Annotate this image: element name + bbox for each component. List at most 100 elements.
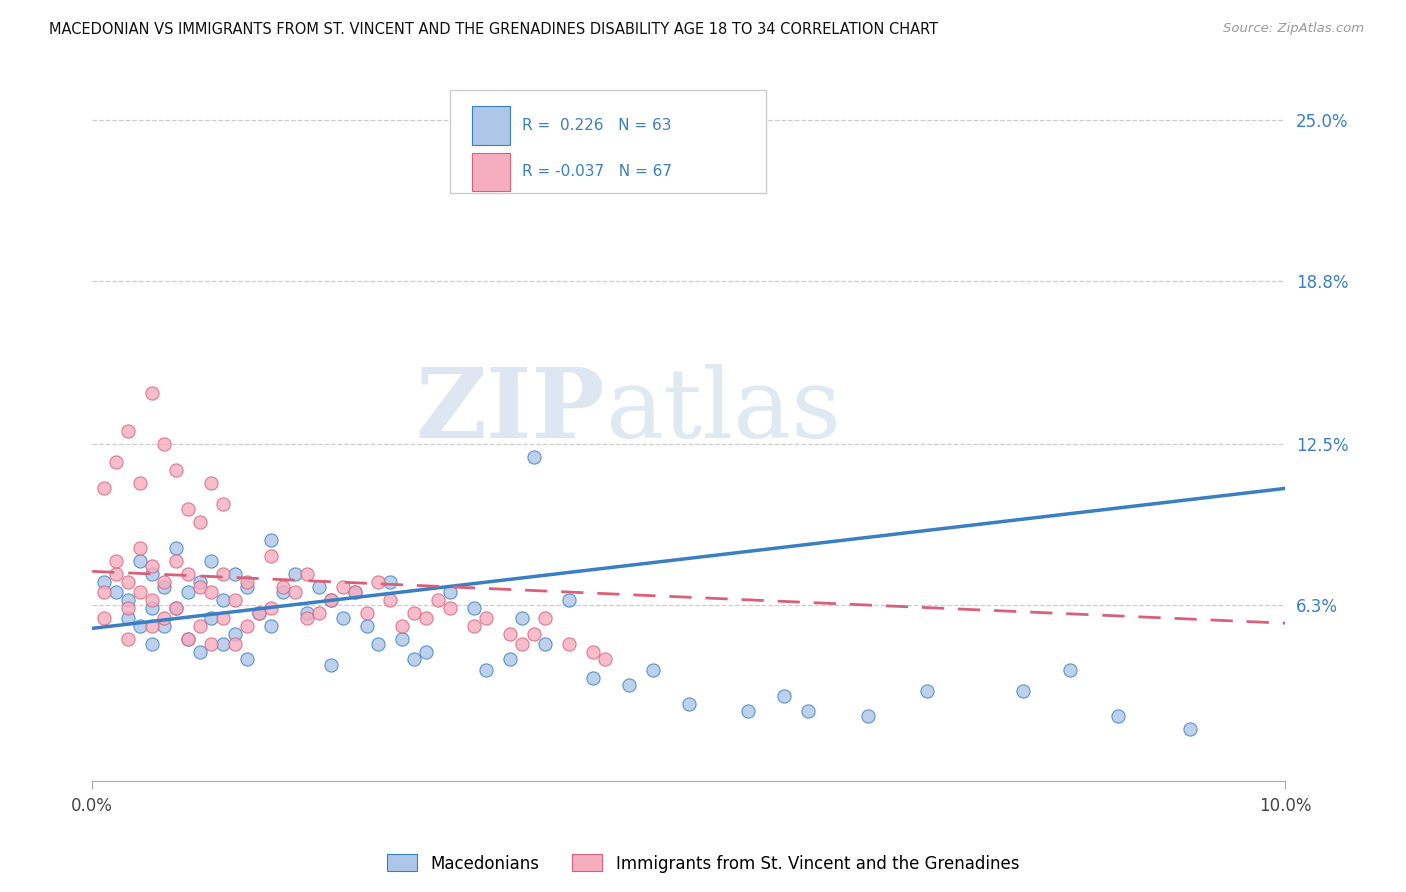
Point [271,585,294,599]
Point [463,600,485,615]
Point [475,663,498,677]
Point [319,657,342,672]
Point [224,637,246,651]
Point [152,611,174,625]
FancyBboxPatch shape [471,106,510,145]
Point [247,606,270,620]
Point [212,592,235,607]
Legend: Macedonians, Immigrants from St. Vincent and the Grenadines: Macedonians, Immigrants from St. Vincent… [380,847,1026,880]
Point [152,619,174,633]
Point [236,580,259,594]
Point [188,619,211,633]
Point [260,549,283,563]
Point [188,574,211,589]
Point [510,611,533,625]
Point [534,637,557,651]
Point [236,652,259,666]
Point [165,600,187,615]
Point [93,585,115,599]
Point [427,592,450,607]
Point [271,580,294,594]
Text: atlas: atlas [605,364,841,458]
Point [1107,709,1129,723]
Point [308,606,330,620]
Point [176,502,198,516]
Point [188,580,211,594]
Point [522,626,544,640]
Point [641,663,664,677]
Point [212,611,235,625]
Point [582,645,605,659]
Point [141,592,163,607]
Point [260,600,283,615]
Point [165,600,187,615]
Point [475,611,498,625]
Point [415,645,437,659]
Point [284,585,307,599]
Point [295,611,318,625]
Point [1059,663,1081,677]
Point [188,645,211,659]
Text: R = -0.037   N = 67: R = -0.037 N = 67 [522,164,672,179]
Point [319,592,342,607]
Text: ZIP: ZIP [416,364,605,458]
Point [188,515,211,529]
Point [332,611,354,625]
Point [152,574,174,589]
Point [141,619,163,633]
Point [176,632,198,646]
Text: MACEDONIAN VS IMMIGRANTS FROM ST. VINCENT AND THE GRENADINES DISABILITY AGE 18 T: MACEDONIAN VS IMMIGRANTS FROM ST. VINCEN… [49,22,938,37]
Point [152,580,174,594]
Point [391,632,413,646]
Point [558,592,581,607]
Point [212,637,235,651]
Point [224,592,246,607]
Point [236,574,259,589]
Point [200,585,222,599]
FancyBboxPatch shape [471,153,510,191]
Point [105,554,128,568]
Point [200,554,222,568]
Point [224,566,246,581]
Point [200,476,222,491]
Point [117,425,139,439]
Point [367,574,389,589]
Point [295,566,318,581]
Point [176,632,198,646]
Point [415,611,437,625]
Point [617,678,640,692]
Point [165,554,187,568]
Point [105,566,128,581]
Point [522,450,544,465]
Point [260,619,283,633]
Point [93,574,115,589]
Text: Source: ZipAtlas.com: Source: ZipAtlas.com [1223,22,1364,36]
Point [380,574,402,589]
Point [128,585,150,599]
Point [463,619,485,633]
Point [93,482,115,496]
Point [117,632,139,646]
Point [499,652,522,666]
Point [343,585,366,599]
Point [332,580,354,594]
Point [380,592,402,607]
Point [404,652,426,666]
Point [141,637,163,651]
Point [308,580,330,594]
Point [128,619,150,633]
Point [176,585,198,599]
Point [797,704,820,718]
Point [117,574,139,589]
Point [367,637,389,651]
Point [165,463,187,477]
Point [534,611,557,625]
Point [141,600,163,615]
Point [200,637,222,651]
Point [439,585,461,599]
Point [593,652,616,666]
Point [128,554,150,568]
Text: R =  0.226   N = 63: R = 0.226 N = 63 [522,118,671,133]
Point [1178,723,1201,737]
Point [391,619,413,633]
